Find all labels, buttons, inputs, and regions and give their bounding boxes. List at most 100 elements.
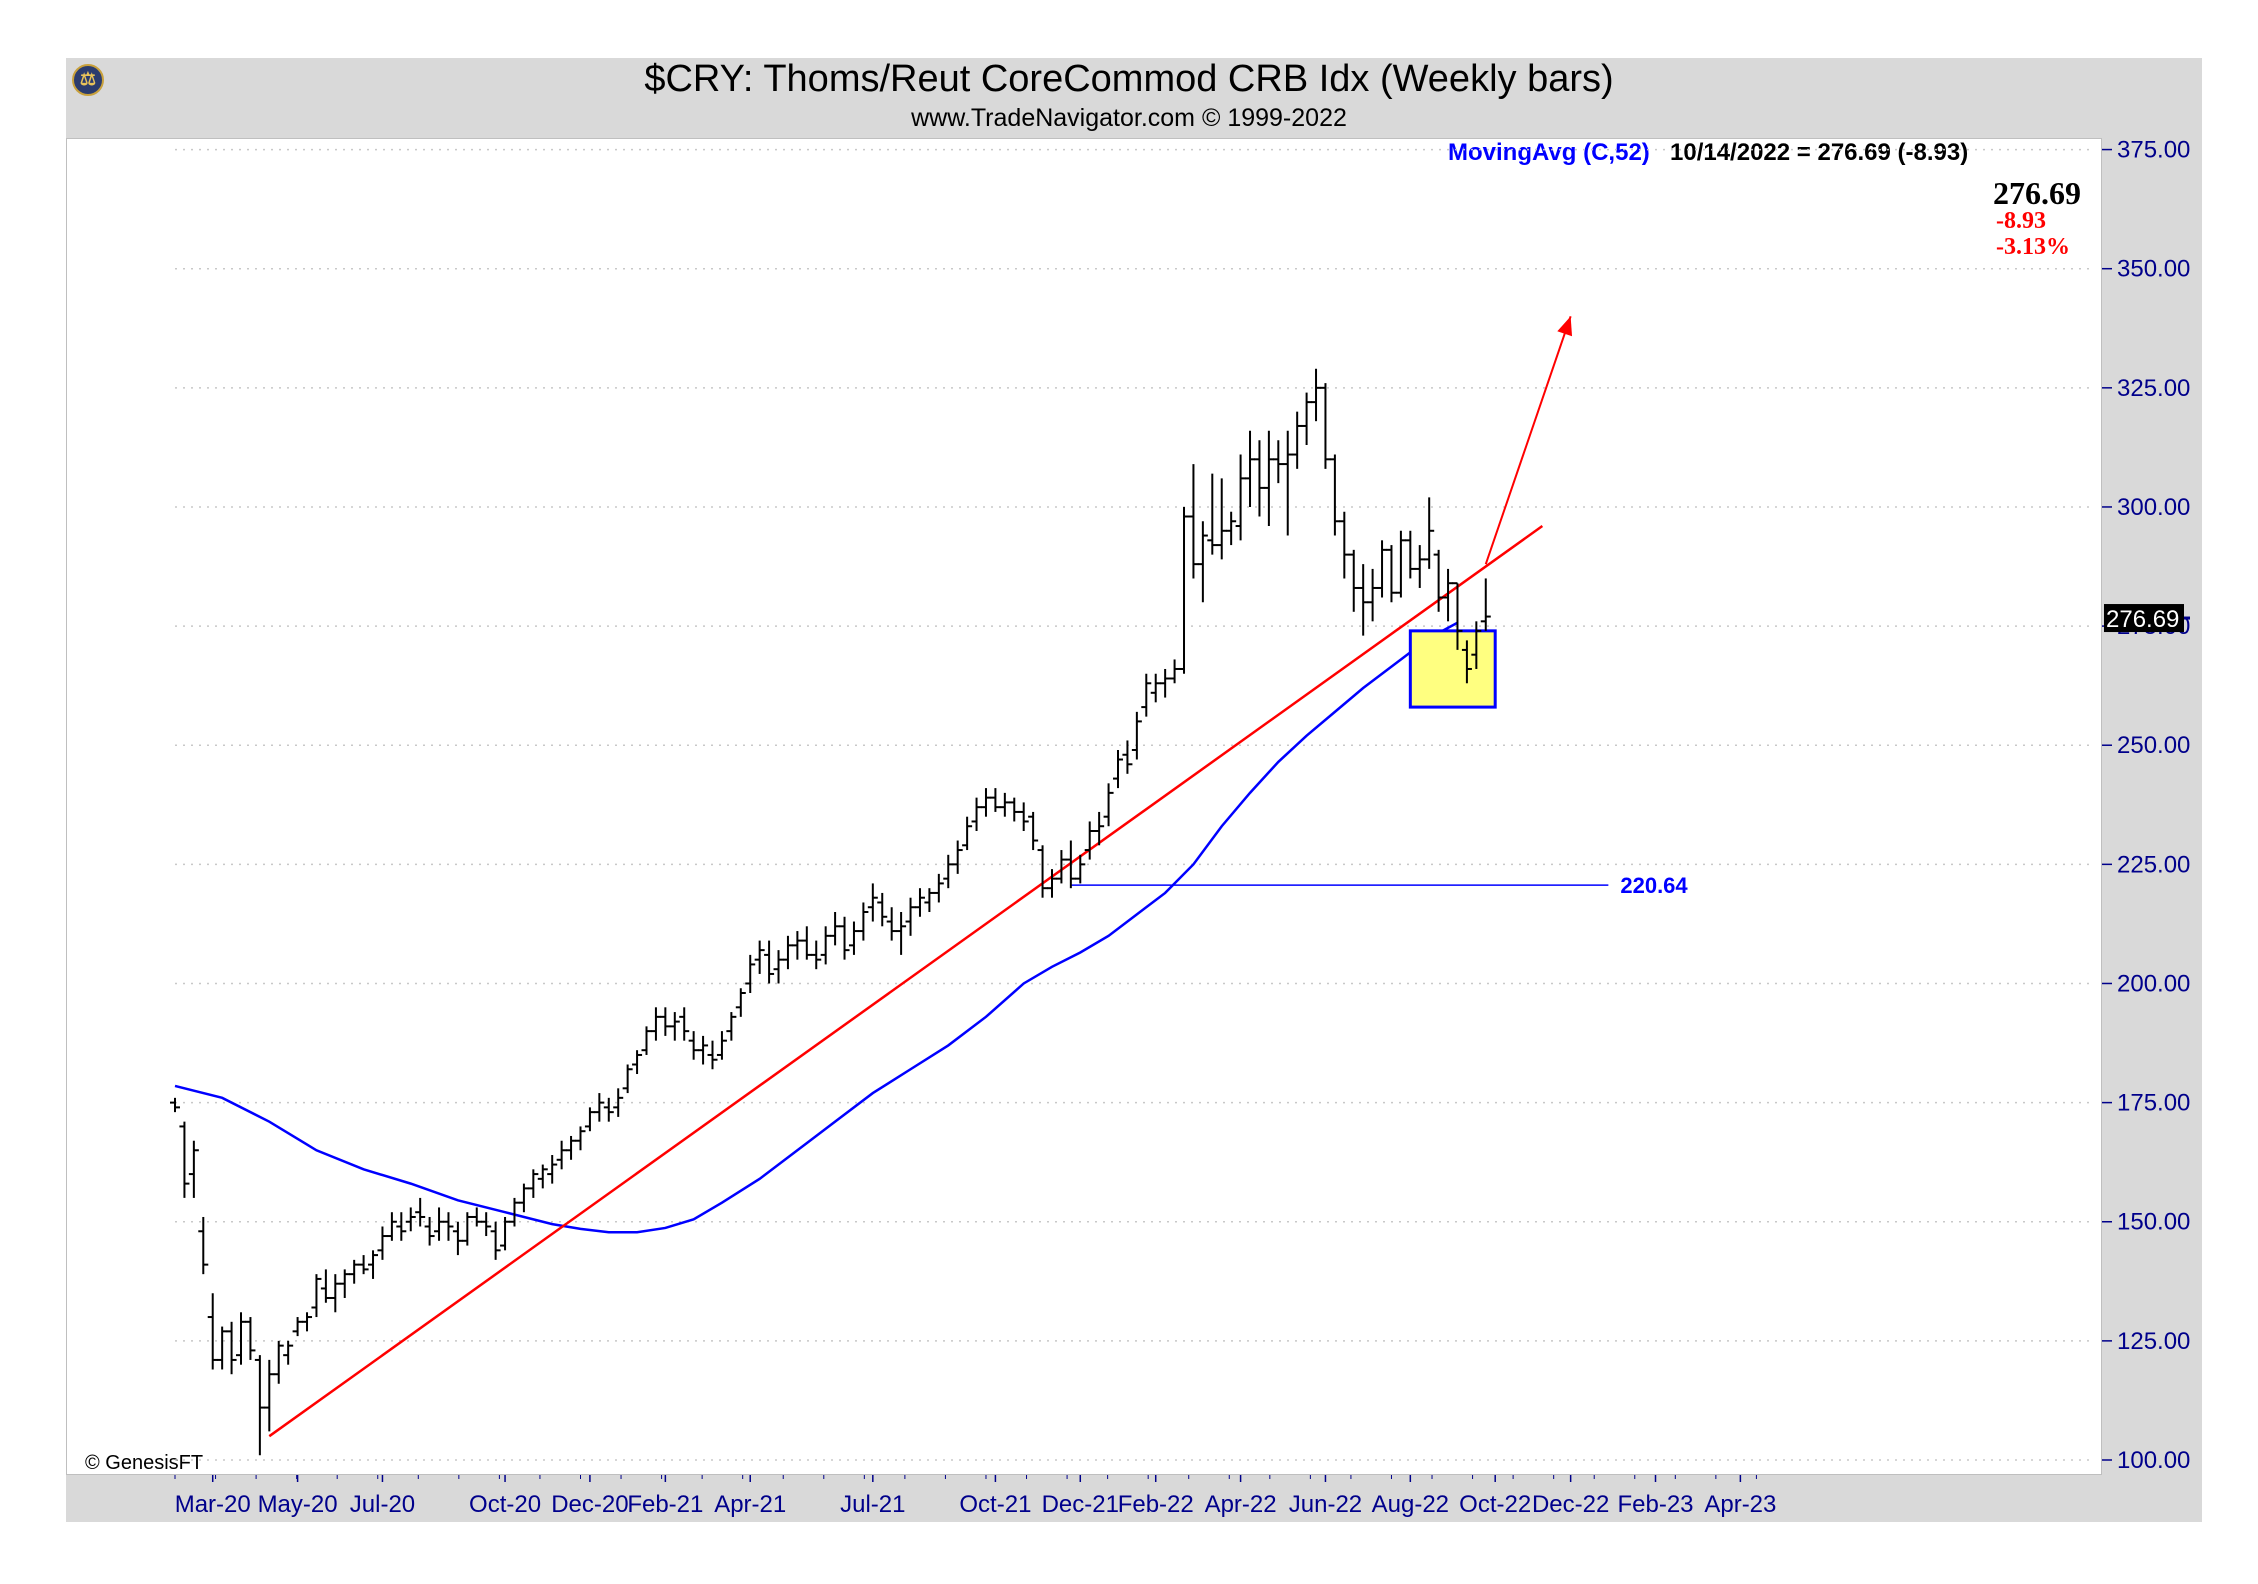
ohlc-bar — [462, 1212, 473, 1246]
ohlc-bar — [490, 1221, 501, 1260]
last-price-tag-layer: 276.69 — [2104, 604, 2190, 633]
highlight-box — [1408, 629, 1497, 709]
ohlc-bar — [679, 1007, 690, 1041]
last-price: 276.69 — [1993, 175, 2081, 211]
chart-title: $CRY: Thoms/Reut CoreCommod CRB Idx (Wee… — [644, 58, 1614, 100]
ohlc-bar — [999, 792, 1010, 817]
y-tick-label: 200.00 — [2117, 970, 2190, 997]
ohlc-bar — [1197, 521, 1208, 603]
y-tick-label: 225.00 — [2117, 851, 2190, 878]
ohlc-bar — [556, 1140, 567, 1170]
ohlc-bar — [1160, 668, 1171, 698]
ohlc-bar — [1254, 440, 1265, 517]
ohlc-bar — [1018, 802, 1029, 831]
ohlc-bar — [1452, 582, 1463, 650]
ohlc-bar — [792, 931, 803, 960]
ohlc-bar — [1046, 869, 1057, 898]
ohlc-bar — [848, 921, 859, 955]
ohlc-bars — [170, 368, 1491, 1456]
ohlc-bar — [1084, 821, 1095, 860]
ohlc-bar — [537, 1164, 548, 1189]
ohlc-bar — [962, 816, 973, 851]
ohlc-bar — [1424, 497, 1435, 569]
ohlc-bar — [990, 788, 1001, 812]
ohlc-bar — [1226, 511, 1237, 546]
x-tick-label: Mar-20 — [175, 1491, 251, 1518]
ohlc-bar — [1339, 511, 1350, 579]
ohlc-bar — [1179, 506, 1190, 674]
ohlc-bar — [650, 1007, 661, 1041]
ohlc-bar — [1245, 430, 1256, 507]
y-tick-label: 300.00 — [2117, 494, 2190, 521]
projection-arrow-shaft — [1484, 316, 1572, 565]
ohlc-bar — [971, 797, 982, 831]
last-change: -8.93 — [1996, 208, 2046, 234]
y-tick-label: 100.00 — [2117, 1447, 2190, 1474]
ohlc-bar — [1311, 368, 1322, 422]
ohlc-bar — [632, 1050, 643, 1075]
projection-arrowhead — [1557, 316, 1573, 337]
ohlc-bar — [896, 912, 907, 955]
ohlc-bar — [811, 940, 822, 970]
ohlc-bar — [1009, 797, 1020, 822]
projection-arrow-layer — [1484, 316, 1573, 565]
ohlc-bar — [867, 883, 878, 922]
chart-subtitle: www.TradeNavigator.com © 1999-2022 — [911, 104, 1347, 132]
ohlc-bar — [320, 1269, 331, 1303]
ohlc-bar — [1235, 454, 1246, 541]
y-tick-label: 250.00 — [2117, 732, 2190, 759]
ohlc-bar — [688, 1031, 699, 1060]
y-tick-label: 375.00 — [2117, 137, 2190, 164]
ohlc-bar — [292, 1317, 303, 1337]
ohlc-bar — [368, 1250, 379, 1279]
ohlc-bar — [434, 1207, 445, 1241]
ohlc-bar — [358, 1255, 369, 1275]
copyright-note: © GenesisFT — [85, 1452, 204, 1474]
ohlc-bar — [773, 950, 784, 984]
ohlc-bar — [207, 1293, 218, 1370]
ohlc-bar — [1207, 473, 1218, 555]
ohlc-bar — [1461, 640, 1472, 684]
x-tick-label: Feb-21 — [627, 1491, 703, 1518]
ohlc-bar — [735, 988, 746, 1017]
moving-average-line — [174, 621, 1459, 1234]
x-tick-label: Jul-20 — [350, 1491, 415, 1518]
x-tick-label: Apr-21 — [714, 1491, 786, 1518]
y-tick-label: 175.00 — [2117, 1090, 2190, 1117]
ohlc-bar — [302, 1312, 313, 1332]
ohlc-bar — [566, 1135, 577, 1160]
ohlc-bar — [1273, 440, 1284, 484]
ohlc-bar — [405, 1207, 416, 1232]
ohlc-bar — [1075, 854, 1086, 884]
ohlc-bar — [980, 788, 991, 817]
ohlc-bar — [1480, 578, 1491, 631]
ohlc-bar — [914, 888, 925, 917]
ohlc-bar — [839, 916, 850, 960]
ohlc-bar — [905, 897, 916, 936]
ohlc-bar — [764, 940, 775, 984]
ohlc-bar — [1301, 392, 1312, 446]
x-tick-label: Jun-22 — [1289, 1491, 1362, 1518]
moving-average-label: MovingAvg (C,52) — [1448, 139, 1650, 166]
ohlc-bar — [377, 1226, 388, 1260]
trendline-layer — [268, 525, 1544, 1438]
ohlc-bar — [603, 1097, 614, 1122]
ohlc-bar — [424, 1216, 435, 1246]
ohlc-bar — [245, 1317, 256, 1360]
ohlc-bar — [443, 1212, 454, 1241]
ohlc-bar — [830, 912, 841, 946]
ohlc-bar — [198, 1216, 209, 1275]
x-tick-label: Dec-22 — [1532, 1491, 1609, 1518]
ohlc-bar — [509, 1197, 520, 1227]
ohlc-bar — [801, 926, 812, 960]
ohlc-bar — [1188, 464, 1199, 579]
ohlc-bar — [584, 1107, 595, 1132]
ohlc-bar — [933, 873, 944, 903]
ohlc-bar — [1216, 478, 1227, 560]
ohlc-bar — [1169, 659, 1180, 684]
ohlc-bar — [1471, 621, 1482, 669]
x-tick-label: Dec-21 — [1042, 1491, 1119, 1518]
ohlc-bar — [1150, 673, 1161, 703]
x-tick-label: Oct-22 — [1459, 1491, 1531, 1518]
